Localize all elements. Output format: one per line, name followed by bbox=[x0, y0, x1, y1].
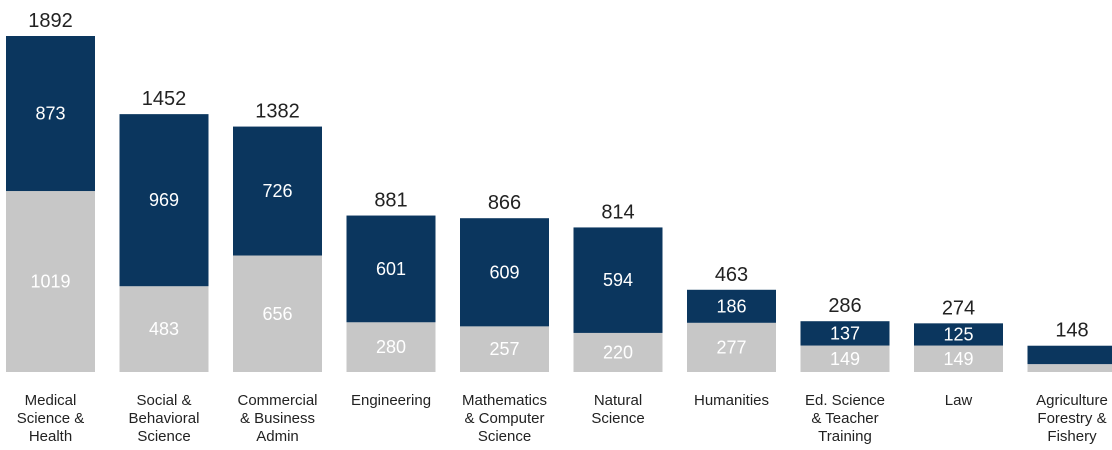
data-label-lower: 257 bbox=[489, 339, 519, 359]
category-label-line: Ed. Science bbox=[805, 392, 885, 409]
data-label-lower: 1019 bbox=[30, 272, 70, 292]
category-label-line: Mathematics bbox=[462, 392, 547, 409]
category-label: Mathematics & Computer Science bbox=[462, 392, 547, 445]
category-label-line: Science & bbox=[17, 410, 85, 427]
total-label: 286 bbox=[828, 295, 861, 317]
data-label-upper: 873 bbox=[35, 104, 65, 124]
category-label: Commercial & Business Admin bbox=[237, 392, 317, 445]
data-label-upper: 726 bbox=[262, 181, 292, 201]
category-label-line: Science bbox=[137, 428, 190, 445]
data-label-lower: 483 bbox=[149, 319, 179, 339]
bar-segment-lower bbox=[6, 191, 95, 372]
bar-segment-lower bbox=[914, 345, 1003, 372]
bar-segment-lower bbox=[460, 326, 549, 372]
bar-segment-upper bbox=[6, 36, 95, 192]
category-label-line: Engineering bbox=[351, 392, 431, 409]
category-label-line: Science bbox=[478, 428, 531, 445]
data-label-lower: 656 bbox=[262, 304, 292, 324]
category-label-line: Law bbox=[945, 392, 973, 409]
category-label-line: & Teacher bbox=[811, 410, 878, 427]
data-label-upper: 137 bbox=[830, 323, 860, 343]
total-label: 1892 bbox=[28, 10, 73, 32]
data-label-upper: 609 bbox=[489, 262, 519, 282]
category-label-line: Commercial bbox=[237, 392, 317, 409]
bar-segment-lower bbox=[233, 255, 322, 372]
category-label-line: Natural bbox=[594, 392, 642, 409]
category-label: Ed. Science & Teacher Training bbox=[805, 392, 885, 445]
data-label-upper: 594 bbox=[603, 270, 633, 290]
bar-segment-upper bbox=[800, 321, 890, 346]
category-label: Natural Science bbox=[591, 392, 644, 427]
bar-segment-lower bbox=[1027, 364, 1112, 372]
data-label-lower: 149 bbox=[943, 349, 973, 369]
bar-segment-lower bbox=[346, 322, 436, 372]
total-label: 1452 bbox=[142, 88, 187, 110]
category-label-line: Admin bbox=[256, 428, 299, 445]
bar-segment-lower bbox=[687, 322, 776, 372]
data-label-lower: 149 bbox=[830, 349, 860, 369]
category-label: Engineering bbox=[351, 392, 431, 409]
category-label-line: Forestry & bbox=[1037, 410, 1106, 427]
data-label-upper: 125 bbox=[943, 324, 973, 344]
bar-segment-upper bbox=[346, 215, 436, 323]
category-label-line: & Business bbox=[240, 410, 315, 427]
data-label-upper: 969 bbox=[149, 190, 179, 210]
bar-segment-upper bbox=[573, 227, 663, 333]
total-label: 1382 bbox=[255, 101, 300, 123]
category-label-line: Training bbox=[818, 428, 872, 445]
category-label: Social & Behavioral Science bbox=[129, 392, 200, 445]
category-label-line: Health bbox=[29, 428, 72, 445]
data-label-upper: 601 bbox=[376, 259, 406, 279]
bar-segment-upper bbox=[914, 323, 1003, 346]
bar-segment-upper bbox=[1027, 345, 1112, 365]
bar-segment-lower bbox=[119, 286, 209, 372]
category-label: Law bbox=[945, 392, 973, 409]
category-label-line: Science bbox=[591, 410, 644, 427]
bar-segment-lower bbox=[573, 332, 663, 372]
total-label: 881 bbox=[374, 190, 407, 212]
category-label: Humanities bbox=[694, 392, 769, 409]
category-label: Agriculture Forestry & Fishery bbox=[1036, 392, 1108, 445]
data-label-lower: 220 bbox=[603, 342, 633, 362]
data-label-lower: 277 bbox=[716, 337, 746, 357]
total-label: 814 bbox=[601, 201, 634, 223]
total-label: 274 bbox=[942, 297, 975, 319]
category-label-line: Behavioral bbox=[129, 410, 200, 427]
data-label-lower: 280 bbox=[376, 337, 406, 357]
category-label-line: Social & bbox=[136, 392, 191, 409]
category-label: Medical Science & Health bbox=[17, 392, 85, 445]
total-label: 148 bbox=[1055, 320, 1088, 342]
bar-segment-upper bbox=[460, 218, 549, 327]
bar-segment-upper bbox=[119, 114, 209, 287]
category-label-line: Medical bbox=[25, 392, 77, 409]
bar-segment-upper bbox=[687, 289, 776, 323]
total-label: 463 bbox=[715, 264, 748, 286]
bar-segment-lower bbox=[800, 345, 890, 372]
total-label: 866 bbox=[488, 192, 521, 214]
bar-segment-upper bbox=[233, 126, 322, 256]
category-label-line: Agriculture bbox=[1036, 392, 1108, 409]
category-label-line: Humanities bbox=[694, 392, 769, 409]
category-label-line: Fishery bbox=[1047, 428, 1097, 445]
data-label-upper: 186 bbox=[716, 296, 746, 316]
category-label-line: & Computer bbox=[464, 410, 544, 427]
